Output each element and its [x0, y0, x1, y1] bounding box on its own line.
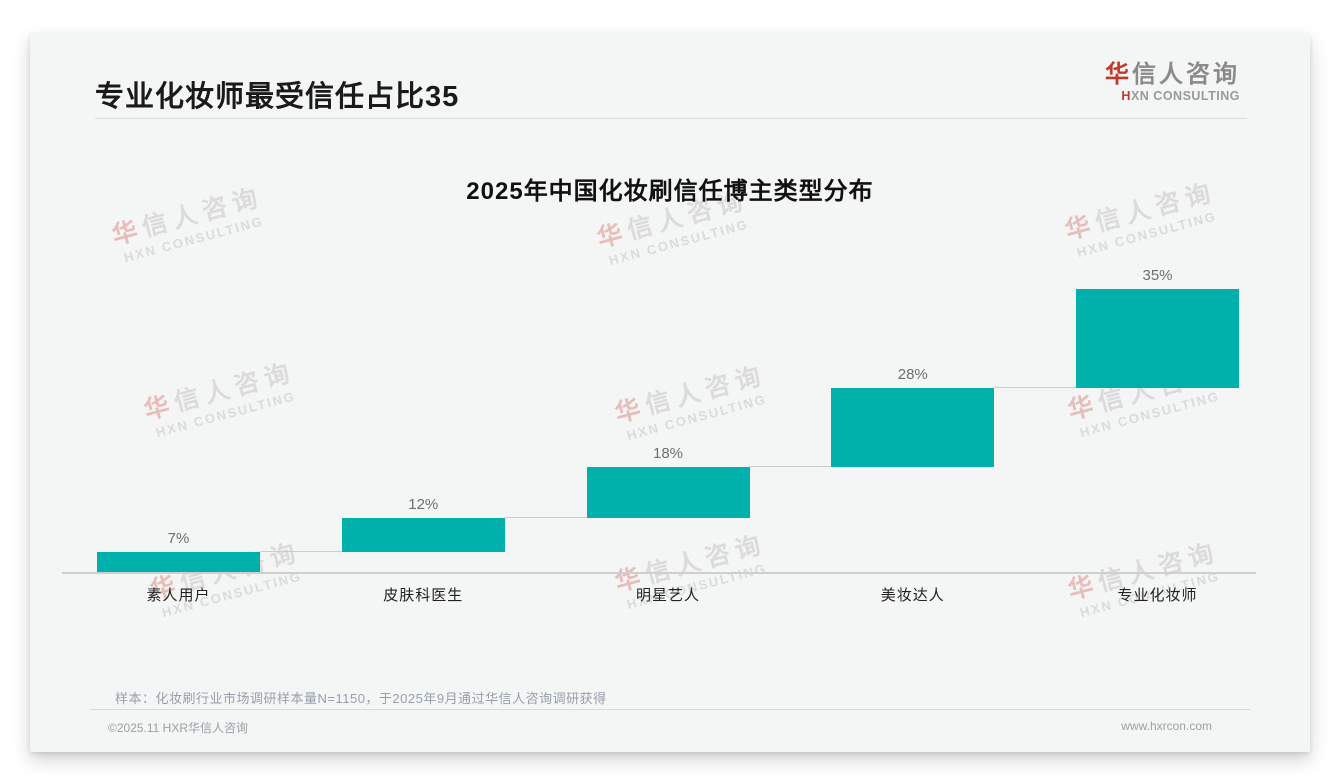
- report-card: 华信人咨询 HXN CONSULTING 华信人咨询 HXN CONSULTING 华信…: [30, 33, 1310, 752]
- watermark-en: HXN CONSULTING: [1075, 208, 1219, 261]
- value-label: 18%: [652, 445, 684, 463]
- connector-line: [260, 551, 342, 553]
- brand-logo-en-accent: H: [1121, 88, 1131, 103]
- title-divider: [95, 118, 1247, 119]
- value-label: 35%: [1142, 267, 1173, 284]
- watermark-cn-accent: 华: [1065, 570, 1103, 606]
- footer-divider: [90, 709, 1250, 710]
- brand-logo-cn: 华信人咨询: [1105, 61, 1240, 89]
- category-label: 素人用户: [146, 587, 211, 604]
- waterfall-chart: 7% 素人用户 12% 皮肤科医生 18% 明星艺人 28% 美妆达人 35% 专业化妆师: [62, 267, 1256, 604]
- page-title: 专业化妆师最受信任占比35: [95, 81, 460, 113]
- brand-logo-en: HXN CONSULTING: [1105, 89, 1240, 103]
- sample-note: 样本：化妆刷行业市场调研样本量N=1150，于2025年9月通过华信人咨询调研获…: [115, 691, 607, 706]
- brand-logo-cn-accent: 华: [1105, 61, 1132, 88]
- x-axis-line: [62, 572, 1256, 574]
- waterfall-bar: [586, 467, 750, 519]
- category-label: 美妆达人: [880, 587, 945, 604]
- website-text: www.hxrcon.com: [1121, 719, 1212, 733]
- waterfall-bar: [341, 518, 505, 553]
- watermark-en: HXN CONSULTING: [122, 213, 266, 266]
- footer: ©2025.11 HXR华信人咨询 www.hxrcon.com: [108, 719, 1212, 736]
- connector-line: [994, 387, 1076, 389]
- chart-title: 2025年中国化妆刷信任博主类型分布: [466, 178, 874, 205]
- watermark-cn-accent: 华: [594, 218, 632, 254]
- waterfall-bar: [97, 552, 260, 572]
- value-label: 7%: [167, 530, 190, 548]
- waterfall-bar: [1076, 289, 1239, 389]
- connector-line: [504, 517, 587, 519]
- waterfall-bar: [831, 388, 995, 468]
- value-label: 12%: [408, 496, 439, 514]
- brand-logo: 华信人咨询 HXN CONSULTING: [1105, 61, 1240, 103]
- category-label: 明星艺人: [635, 587, 701, 604]
- watermark-en: HXN CONSULTING: [607, 216, 751, 269]
- brand-logo-en-rest: XN CONSULTING: [1130, 88, 1240, 103]
- watermark-cn-accent: 华: [1062, 210, 1100, 246]
- copyright-text: ©2025.11 HXR华信人咨询: [108, 721, 248, 735]
- category-label: 专业化妆师: [1117, 587, 1198, 604]
- brand-logo-cn-rest: 信人咨询: [1132, 61, 1240, 88]
- category-label: 皮肤科医生: [383, 587, 464, 604]
- watermark-cn-accent: 华: [109, 215, 147, 251]
- connector-line: [749, 466, 832, 468]
- value-label: 28%: [897, 366, 928, 384]
